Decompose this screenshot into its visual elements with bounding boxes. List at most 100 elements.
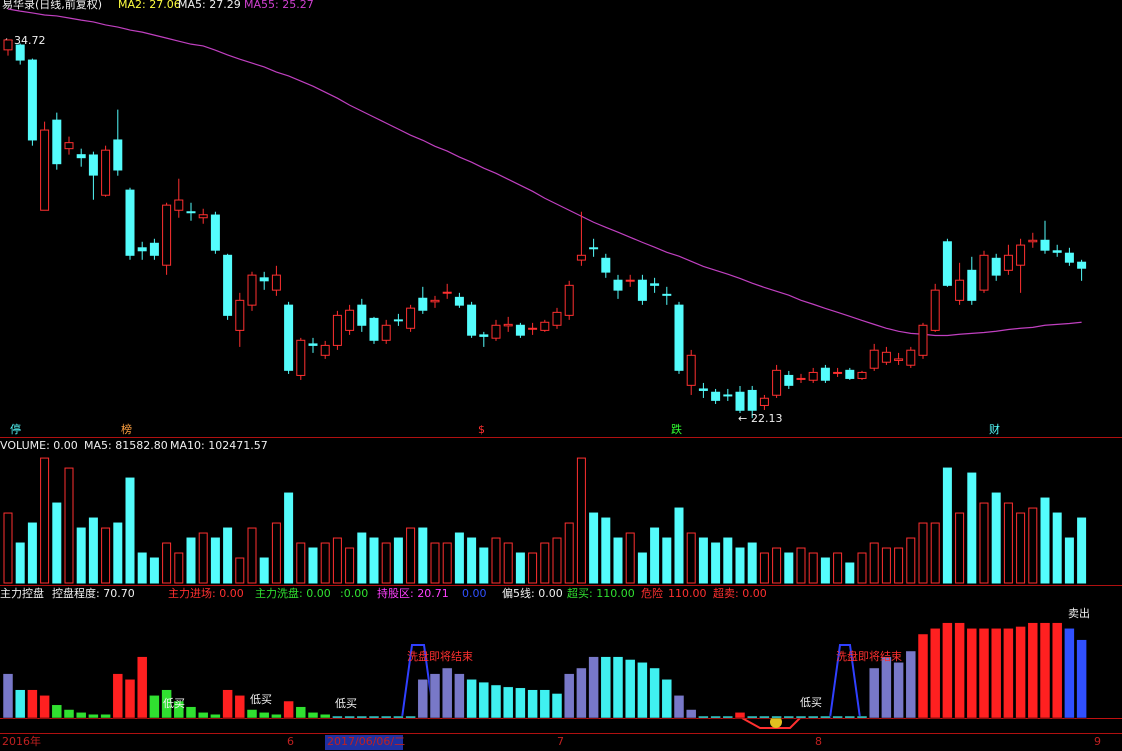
signal: 停 xyxy=(10,422,21,436)
indicator-label: 主力进场: 0.00 xyxy=(168,586,244,600)
candle-body xyxy=(650,283,660,286)
candle-body xyxy=(101,149,111,196)
indicator-label: 110.00 xyxy=(668,587,707,600)
volume-bar xyxy=(64,467,74,584)
high-label: 34.72 xyxy=(14,34,46,47)
indicator-bar xyxy=(63,709,75,719)
indicator-bar xyxy=(600,656,612,719)
wash-marker xyxy=(401,644,435,719)
volume-bar xyxy=(1016,512,1026,584)
volume-bar xyxy=(40,457,50,584)
indicator-bar xyxy=(929,628,941,719)
volume-bar xyxy=(1064,537,1074,584)
indicator-bar xyxy=(795,715,807,719)
candle-body xyxy=(845,369,855,379)
indicator-bar xyxy=(917,633,929,719)
indicator-label: 超买: 110.00 xyxy=(567,586,635,600)
candle-body xyxy=(759,397,769,406)
indicator-label: 0.00 xyxy=(462,587,487,600)
candle-body xyxy=(881,351,891,363)
volume-bar xyxy=(271,522,281,584)
indicator-bar xyxy=(429,673,441,719)
indicator-bar xyxy=(246,709,258,719)
volume-bar xyxy=(711,542,721,584)
indicator-bar xyxy=(234,695,246,719)
candle-body xyxy=(637,279,647,301)
candle-body xyxy=(430,299,440,303)
volume-bar xyxy=(1040,497,1050,584)
indicator-bar xyxy=(978,628,990,719)
volume-bar xyxy=(491,537,501,584)
candle-body xyxy=(735,391,745,411)
volume-bar xyxy=(186,537,196,584)
volume-label: VOLUME: 0.00 xyxy=(0,439,78,452)
volume-bar xyxy=(894,547,904,584)
indicator-bar xyxy=(478,681,490,719)
x-tick-label: 8 xyxy=(815,735,822,748)
candle-body xyxy=(784,374,794,386)
volume-bar xyxy=(637,552,647,584)
indicator-bar xyxy=(307,712,319,719)
indicator-bar xyxy=(1039,622,1051,719)
wash-marker xyxy=(829,644,861,719)
candle-body xyxy=(857,371,867,379)
indicator-bar xyxy=(710,715,721,719)
candle-body xyxy=(1064,252,1074,263)
candle-body xyxy=(601,257,611,273)
bottom-marker xyxy=(741,717,801,729)
x-tick-label: 2016年 xyxy=(2,734,41,748)
x-tick-label: 6 xyxy=(287,735,294,748)
indicator-bar xyxy=(844,715,856,719)
indicator-bar xyxy=(954,622,965,719)
candle-body xyxy=(979,254,989,291)
volume-bar xyxy=(284,492,294,584)
x-tick-label: 7 xyxy=(557,735,564,748)
volume-bar xyxy=(601,517,611,584)
indicator-bar xyxy=(527,689,538,719)
candle-body xyxy=(991,257,1001,276)
candle-body xyxy=(613,279,623,291)
volume-bar xyxy=(589,512,599,584)
volume-bar xyxy=(113,522,123,584)
annotation: 低买 xyxy=(250,693,272,706)
indicator-bar xyxy=(905,650,917,719)
indicator-bar xyxy=(466,679,477,719)
candle-body xyxy=(1040,239,1050,251)
indicator-bar xyxy=(881,656,892,719)
indicator-bar xyxy=(637,662,648,719)
indicator-bar xyxy=(149,695,160,719)
indicator-bar xyxy=(124,679,136,719)
candle-body xyxy=(381,324,391,341)
candle-body xyxy=(1052,250,1062,253)
volume-bar xyxy=(137,552,147,584)
indicator-bar xyxy=(551,693,563,719)
volume-bar xyxy=(52,502,62,584)
candle-body xyxy=(15,44,25,61)
volume-bar xyxy=(357,532,367,584)
volume-bar xyxy=(247,527,257,584)
candle-body xyxy=(625,279,635,282)
indicator-bar xyxy=(1064,628,1075,719)
volume-bar xyxy=(149,557,159,584)
volume-bar xyxy=(198,532,208,584)
candle-body xyxy=(52,119,62,165)
candle-body xyxy=(796,377,806,380)
volume-bar xyxy=(320,542,330,584)
volume-bar xyxy=(235,557,245,584)
legend-entry: MA55: 25.27 xyxy=(244,0,314,11)
volume-bar xyxy=(796,547,806,584)
annotation: 洗盘即将结束 xyxy=(836,649,902,663)
candle-body xyxy=(906,349,916,366)
volume-bar xyxy=(369,537,379,584)
indicator-bar xyxy=(612,656,624,719)
volume-bar xyxy=(1028,507,1038,584)
signal: $ xyxy=(478,423,485,436)
x-tick-label: 9 xyxy=(1094,735,1101,748)
indicator-bar xyxy=(258,712,270,719)
volume-bar xyxy=(296,542,306,584)
volume-bar xyxy=(735,547,745,584)
volume-bar xyxy=(442,542,452,584)
indicator-bar xyxy=(112,673,124,719)
volume-bar xyxy=(162,542,172,584)
indicator-bar xyxy=(1003,628,1014,719)
